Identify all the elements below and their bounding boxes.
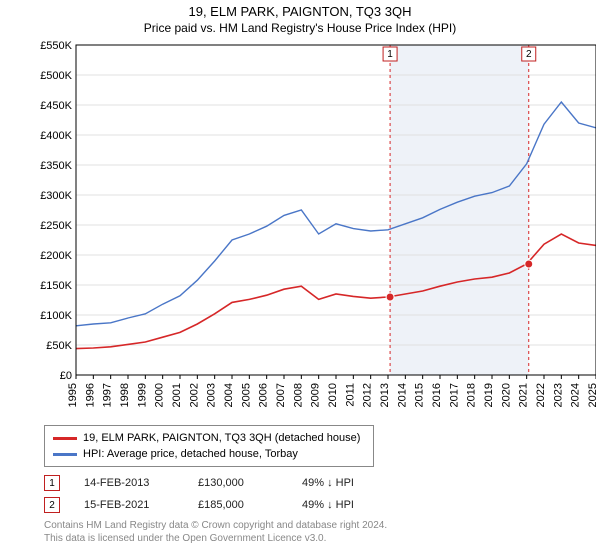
sale-price: £185,000 bbox=[198, 499, 278, 511]
sale-date: 14-FEB-2013 bbox=[84, 477, 174, 489]
chart-title: 19, ELM PARK, PAIGNTON, TQ3 3QH bbox=[0, 0, 600, 19]
svg-text:1999: 1999 bbox=[136, 383, 148, 407]
svg-text:2025: 2025 bbox=[587, 383, 596, 407]
svg-text:2015: 2015 bbox=[414, 383, 426, 407]
svg-text:2002: 2002 bbox=[188, 383, 200, 407]
sale-badge: 1 bbox=[44, 475, 60, 491]
svg-text:2023: 2023 bbox=[552, 383, 564, 407]
svg-text:£400K: £400K bbox=[40, 130, 72, 142]
svg-text:2022: 2022 bbox=[535, 383, 547, 407]
svg-text:2021: 2021 bbox=[518, 383, 530, 407]
legend-swatch bbox=[53, 453, 77, 456]
svg-text:2019: 2019 bbox=[483, 383, 495, 407]
svg-text:£150K: £150K bbox=[40, 280, 72, 292]
svg-text:£300K: £300K bbox=[40, 190, 72, 202]
svg-text:2003: 2003 bbox=[206, 383, 218, 407]
svg-text:£500K: £500K bbox=[40, 70, 72, 82]
legend-label: 19, ELM PARK, PAIGNTON, TQ3 3QH (detache… bbox=[83, 430, 360, 446]
svg-text:2000: 2000 bbox=[154, 383, 166, 407]
legend-label: HPI: Average price, detached house, Torb… bbox=[83, 446, 298, 462]
svg-text:2001: 2001 bbox=[171, 383, 183, 407]
svg-text:£0: £0 bbox=[60, 370, 72, 382]
svg-text:1997: 1997 bbox=[102, 383, 114, 407]
chart-area: £0 £50K £100K £150K £200K £250K £300K £350K £400… bbox=[36, 39, 596, 419]
svg-text:2011: 2011 bbox=[344, 383, 356, 407]
svg-text:2009: 2009 bbox=[310, 383, 322, 407]
sale-row: 2 15-FEB-2021 £185,000 49% ↓ HPI bbox=[44, 497, 600, 513]
svg-text:2018: 2018 bbox=[466, 383, 478, 407]
svg-text:£550K: £550K bbox=[40, 40, 72, 52]
svg-text:2014: 2014 bbox=[396, 383, 408, 407]
svg-text:£250K: £250K bbox=[40, 220, 72, 232]
chart-subtitle: Price paid vs. HM Land Registry's House … bbox=[0, 19, 600, 39]
sale-date: 15-FEB-2021 bbox=[84, 499, 174, 511]
svg-text:2024: 2024 bbox=[570, 383, 582, 407]
svg-text:£450K: £450K bbox=[40, 100, 72, 112]
svg-text:2006: 2006 bbox=[258, 383, 270, 407]
svg-text:2010: 2010 bbox=[327, 383, 339, 407]
svg-text:2004: 2004 bbox=[223, 383, 235, 407]
sale-delta: 49% ↓ HPI bbox=[302, 477, 392, 489]
sale-events: 1 14-FEB-2013 £130,000 49% ↓ HPI 2 15-FEB-202… bbox=[44, 475, 600, 513]
svg-text:£200K: £200K bbox=[40, 250, 72, 262]
svg-text:2: 2 bbox=[526, 49, 532, 60]
svg-text:2016: 2016 bbox=[431, 383, 443, 407]
svg-text:2012: 2012 bbox=[362, 383, 374, 407]
footnote-line1: Contains HM Land Registry data © Crown c… bbox=[44, 519, 600, 532]
svg-text:2017: 2017 bbox=[448, 383, 460, 407]
legend-swatch bbox=[53, 437, 77, 440]
footnote: Contains HM Land Registry data © Crown c… bbox=[44, 519, 600, 545]
sale-badge: 2 bbox=[44, 497, 60, 513]
sale-price: £130,000 bbox=[198, 477, 278, 489]
svg-text:1998: 1998 bbox=[119, 383, 131, 407]
svg-text:1996: 1996 bbox=[84, 383, 96, 407]
svg-text:£350K: £350K bbox=[40, 160, 72, 172]
svg-text:1995: 1995 bbox=[67, 383, 79, 407]
svg-text:2007: 2007 bbox=[275, 383, 287, 407]
footnote-line2: This data is licensed under the Open Gov… bbox=[44, 532, 600, 545]
legend-item: 19, ELM PARK, PAIGNTON, TQ3 3QH (detache… bbox=[53, 430, 365, 446]
svg-text:2013: 2013 bbox=[379, 383, 391, 407]
svg-text:£100K: £100K bbox=[40, 310, 72, 322]
sale-row: 1 14-FEB-2013 £130,000 49% ↓ HPI bbox=[44, 475, 600, 491]
svg-text:2005: 2005 bbox=[240, 383, 252, 407]
legend-item: HPI: Average price, detached house, Torb… bbox=[53, 446, 365, 462]
legend: 19, ELM PARK, PAIGNTON, TQ3 3QH (detache… bbox=[44, 425, 374, 467]
sale-delta: 49% ↓ HPI bbox=[302, 499, 392, 511]
svg-text:1: 1 bbox=[387, 49, 393, 60]
svg-text:£50K: £50K bbox=[46, 340, 72, 352]
svg-text:2008: 2008 bbox=[292, 383, 304, 407]
svg-text:2020: 2020 bbox=[500, 383, 512, 407]
